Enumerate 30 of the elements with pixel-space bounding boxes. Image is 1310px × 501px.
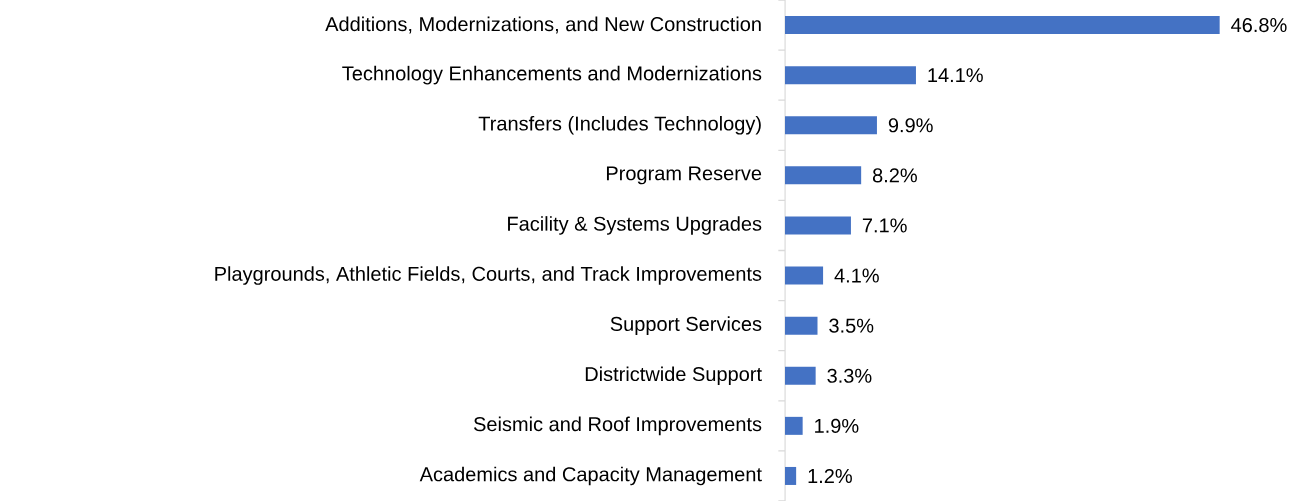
bar: [785, 266, 824, 285]
bar: [785, 416, 803, 435]
data-label: 3.5%: [829, 318, 874, 333]
y-tick-label: Seismic and Roof Improvements: [473, 416, 762, 436]
data-label: 7.1%: [862, 218, 907, 233]
y-tick-label: Additions, Modernizations, and New Construction: [325, 16, 761, 34]
bar: [785, 316, 818, 335]
bar: [785, 66, 916, 85]
y-tick-label: Transfers (Includes Technology): [478, 115, 761, 135]
data-label: 8.2%: [872, 168, 917, 183]
bar: [785, 166, 862, 185]
data-label: 14.1%: [928, 68, 983, 83]
data-label: 46.8%: [1231, 17, 1287, 33]
y-tick-label: Facility & Systems Upgrades: [508, 216, 762, 235]
y-tick-label: Districtwide Support: [585, 366, 762, 386]
bar: [785, 216, 851, 235]
bar: [785, 466, 797, 485]
y-tick-label: Academics and Capacity Management: [419, 466, 762, 486]
y-tick-label: Program Reserve: [606, 166, 762, 185]
data-label: 4.1%: [834, 268, 879, 283]
data-label: 1.9%: [815, 418, 859, 433]
data-label: 3.3%: [827, 368, 872, 383]
data-label: 9.9%: [888, 118, 933, 133]
y-tick-label: Support Services: [610, 316, 762, 335]
bar: [785, 16, 1220, 35]
bar: [785, 116, 877, 135]
bar: [785, 366, 816, 385]
data-label: 1.2%: [808, 468, 852, 484]
y-tick-label: Technology Enhancements and Modernizations: [342, 65, 762, 85]
y-tick-label: Playgrounds, Athletic Fields, Courts, and Track Improvements: [215, 266, 762, 285]
